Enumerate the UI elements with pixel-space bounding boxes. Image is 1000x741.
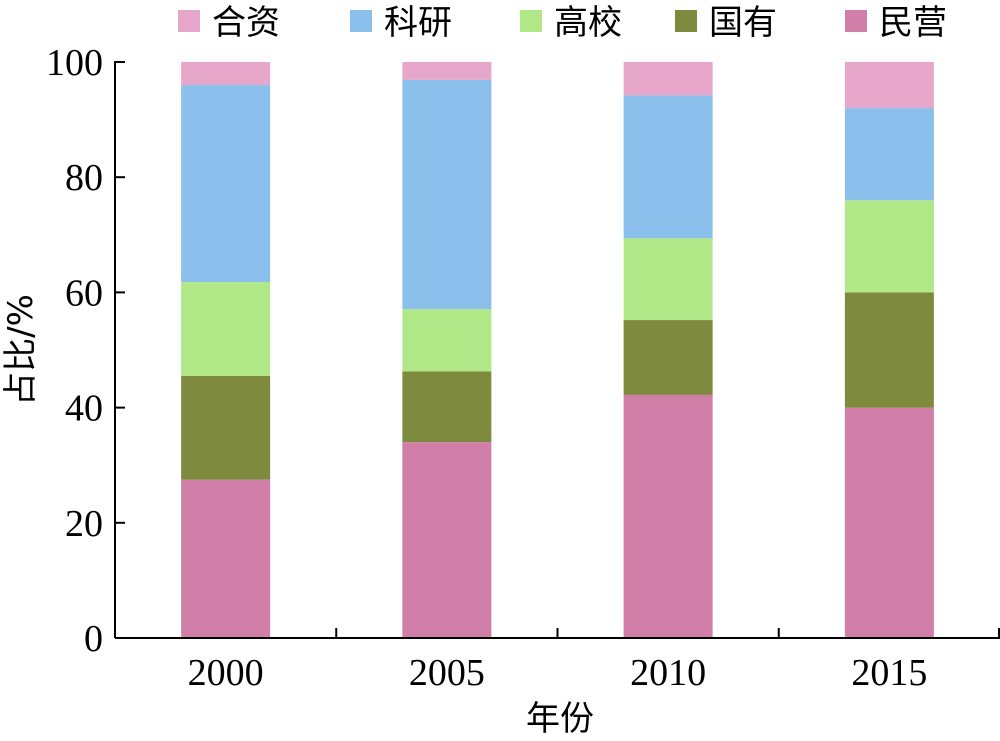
legend-swatch-高校 (520, 10, 542, 32)
bar-segment-民营-2015 (844, 407, 934, 638)
bar-segment-民营-2005 (402, 442, 492, 638)
bar-segment-高校-2015 (844, 200, 934, 293)
x-tick-label: 2000 (188, 652, 264, 694)
bar-segment-民营-2010 (623, 394, 713, 638)
x-tick-label: 2015 (851, 652, 927, 694)
y-tick-label: 0 (84, 618, 103, 660)
legend-label-合资: 合资 (212, 3, 280, 43)
legend-label-民营: 民营 (879, 3, 947, 43)
bar-segment-科研-2000 (181, 85, 271, 283)
bar-segment-国有-2005 (402, 371, 492, 443)
bar-segment-合资-2000 (181, 62, 271, 86)
legend-label-科研: 科研 (384, 3, 452, 43)
bar-segment-科研-2010 (623, 95, 713, 239)
bar-segment-合资-2010 (623, 62, 713, 96)
y-tick-label: 20 (65, 503, 103, 545)
bar-segment-国有-2000 (181, 375, 271, 480)
legend-swatch-国有 (675, 10, 697, 32)
x-tick-label: 2005 (409, 652, 485, 694)
legend: 合资 科研 高校 国有 民营 (178, 3, 947, 43)
y-axis-title: 占比/% (1, 294, 41, 406)
bar-segment-科研-2005 (402, 79, 492, 310)
bar-segment-国有-2010 (623, 320, 713, 395)
axes: 0 20 40 60 80 100 2000 2005 2010 2015 (46, 42, 1000, 694)
legend-swatch-合资 (178, 10, 200, 32)
y-tick-label: 100 (46, 42, 103, 84)
bar-segment-合资-2015 (844, 62, 934, 109)
bar-segment-高校-2000 (181, 282, 271, 376)
bar-segment-科研-2015 (844, 108, 934, 201)
x-axis-title: 年份 (526, 699, 594, 739)
bar-segment-合资-2005 (402, 62, 492, 80)
bar-segment-高校-2010 (623, 238, 713, 321)
bar-segment-高校-2005 (402, 309, 492, 372)
y-tick-label: 80 (65, 157, 103, 199)
legend-swatch-科研 (350, 10, 372, 32)
legend-swatch-民营 (845, 10, 867, 32)
bars (181, 62, 934, 638)
y-tick-label: 60 (65, 272, 103, 314)
y-tick-label: 40 (65, 388, 103, 430)
bar-segment-国有-2015 (844, 292, 934, 408)
bar-segment-民营-2000 (181, 479, 271, 638)
legend-label-国有: 国有 (709, 3, 777, 43)
legend-label-高校: 高校 (554, 3, 622, 43)
x-tick-label: 2010 (630, 652, 706, 694)
